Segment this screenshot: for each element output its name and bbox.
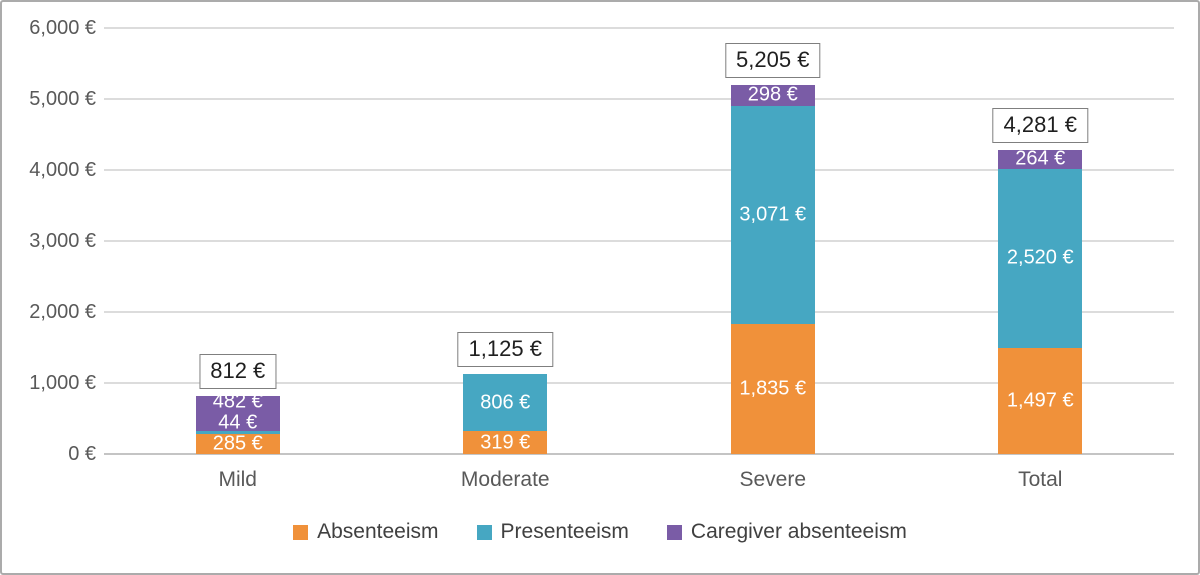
x-axis-line xyxy=(104,453,1174,455)
segment-value-label: 482 € xyxy=(212,390,263,413)
x-category-label: Moderate xyxy=(460,468,550,491)
y-tick-label: 0 € xyxy=(68,443,96,465)
bar-segment-presenteeism xyxy=(463,374,548,432)
x-category-label: Mild xyxy=(218,468,257,491)
y-tick-label: 4,000 € xyxy=(29,159,96,181)
bar-segment-caregiver-absenteeism xyxy=(195,396,280,431)
legend-item-absenteeism: Absenteeism xyxy=(293,520,439,544)
segment-value-label: 44 € xyxy=(218,411,258,434)
gridline xyxy=(104,382,1174,384)
segment-value-label: 1,835 € xyxy=(739,377,807,400)
gridline xyxy=(104,311,1174,313)
gridline xyxy=(104,98,1174,100)
bar-segment-absenteeism xyxy=(195,433,280,454)
segment-value-label: 319 € xyxy=(480,431,531,454)
y-tick-label: 5,000 € xyxy=(29,88,96,110)
total-value-label: 812 € xyxy=(199,354,277,390)
gridline xyxy=(104,240,1174,242)
bar-segment-caregiver-absenteeism xyxy=(730,84,815,106)
segment-value-label: 285 € xyxy=(212,432,263,455)
y-tick-label: 1,000 € xyxy=(29,372,96,394)
segment-value-label: 2,520 € xyxy=(1006,246,1074,269)
bar-segment-caregiver-absenteeism xyxy=(998,150,1083,169)
segment-value-label: 3,071 € xyxy=(739,203,807,226)
bar-segment-absenteeism xyxy=(730,323,815,454)
bar-segment-presenteeism xyxy=(730,105,815,324)
segment-value-label: 1,497 € xyxy=(1006,389,1074,412)
total-value-label: 4,281 € xyxy=(992,108,1088,144)
legend-item-presenteeism: Presenteeism xyxy=(476,520,629,544)
total-value-label: 5,205 € xyxy=(725,42,821,78)
bar-segment-absenteeism xyxy=(998,347,1083,454)
legend-label: Presenteeism xyxy=(500,520,629,543)
gridline xyxy=(104,169,1174,171)
segment-value-label: 806 € xyxy=(480,391,531,414)
bar-segment-presenteeism xyxy=(998,168,1083,348)
legend-swatch-icon xyxy=(666,524,682,540)
chart-legend: Absenteeism Presenteeism Caregiver absente… xyxy=(2,520,1198,544)
bar-segment-presenteeism xyxy=(195,430,280,434)
legend-swatch-icon xyxy=(476,524,492,540)
segment-value-label: 298 € xyxy=(747,83,798,106)
y-tick-label: 2,000 € xyxy=(29,301,96,323)
y-tick-label: 3,000 € xyxy=(29,230,96,252)
total-value-label: 1,125 € xyxy=(457,332,553,368)
legend-label: Caregiver absenteeism xyxy=(690,520,907,543)
segment-value-label: 264 € xyxy=(1015,147,1066,170)
gridline xyxy=(104,27,1174,29)
legend-label: Absenteeism xyxy=(317,520,439,543)
legend-swatch-icon xyxy=(293,524,309,540)
y-tick-label: 6,000 € xyxy=(29,17,96,39)
x-category-label: Severe xyxy=(739,468,807,491)
x-category-label: Total xyxy=(1018,468,1063,491)
bar-segment-absenteeism xyxy=(463,431,548,454)
legend-item-caregiver-absenteeism: Caregiver absenteeism xyxy=(666,520,907,544)
